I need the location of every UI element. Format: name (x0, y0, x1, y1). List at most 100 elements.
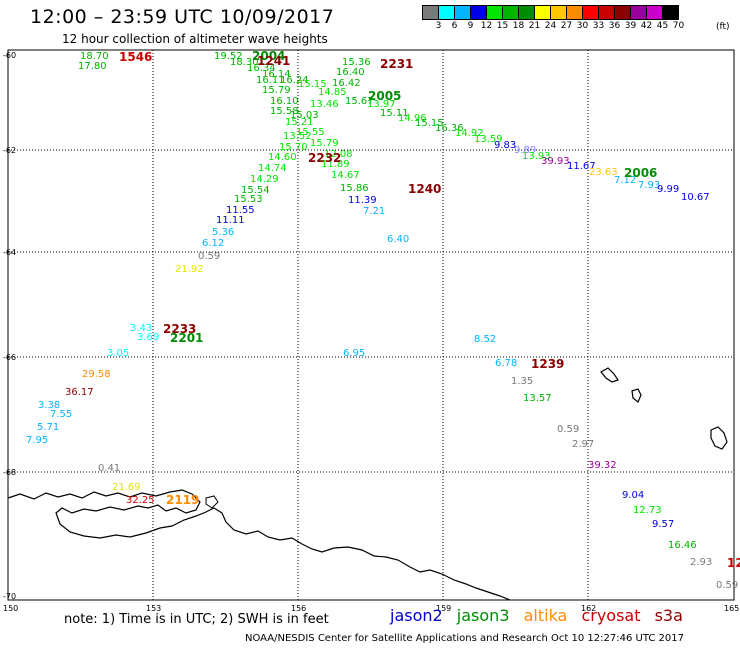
pass-time-label: 1239 (531, 357, 565, 371)
wave-height-value: 21.92 (175, 264, 204, 275)
wave-height-value: 13.52 (283, 131, 312, 142)
wave-height-value: 7.21 (363, 206, 386, 217)
color-scale-label: 30 (576, 21, 589, 31)
wave-height-value: 3.05 (107, 348, 130, 359)
wave-height-value: 3.69 (137, 332, 160, 343)
wave-height-value: 14.85 (318, 87, 347, 98)
wave-height-value: 11.39 (348, 195, 377, 206)
graticule (8, 50, 734, 600)
wave-height-value: 16.46 (668, 540, 697, 551)
wave-height-value: 6.95 (343, 348, 366, 359)
wave-height-value: 7.55 (50, 409, 73, 420)
wave-height-value: 9.89 (514, 145, 537, 156)
wave-height-value: 15.55 (296, 127, 325, 138)
color-scale-label: 6 (451, 21, 458, 31)
lon-label: 159 (436, 604, 452, 613)
legend-altika: altika (523, 606, 568, 625)
color-scale-label: 42 (640, 21, 653, 31)
pass-time-label: 1546 (119, 50, 153, 64)
color-scale-unit: (ft) (716, 22, 730, 32)
wave-height-value: 39.32 (588, 460, 617, 471)
color-scale-label: 45 (656, 21, 669, 31)
pass-time-label: 2201 (170, 331, 204, 345)
color-scale-cell (662, 5, 679, 20)
wave-height-value: 32.25 (126, 495, 155, 506)
wave-height-value: 13.59 (474, 134, 503, 145)
wave-height-value: 11.11 (216, 215, 245, 226)
wave-height-value: 15.11 (380, 108, 409, 119)
lat-label: -62 (3, 146, 17, 155)
lon-label: 153 (146, 604, 162, 613)
wave-height-value: 0.59 (716, 580, 739, 591)
lat-label: -70 (3, 592, 17, 601)
legend-s3a: s3a (654, 606, 683, 625)
lat-label: -68 (3, 468, 17, 477)
wave-height-value: 0.59 (198, 251, 221, 262)
pass-time-label: 2119 (166, 493, 200, 507)
wave-height-value: 2.97 (572, 439, 595, 450)
color-scale-bar (422, 5, 679, 20)
wave-height-value: 18.70 (80, 51, 109, 62)
color-scale-label: 33 (592, 21, 605, 31)
wave-height-value: 16.10 (270, 96, 299, 107)
wave-height-value: 12.08 (324, 149, 353, 160)
lat-label: -66 (3, 353, 17, 362)
wave-height-value: 15.67 (345, 96, 374, 107)
wave-height-value: 15.36 (342, 57, 371, 68)
wave-height-value: 15.53 (234, 194, 263, 205)
color-scale-label: 21 (528, 21, 541, 31)
wave-height-value: 14.92 (455, 128, 484, 139)
wave-height-value: 15.58 (270, 106, 299, 117)
wave-height-value: 0.41 (98, 463, 121, 474)
coastline (7, 489, 511, 601)
wave-height-value: 15.70 (279, 142, 308, 153)
color-scale-label: 9 (467, 21, 474, 31)
color-scale-labels: 3 6 9 12 15 18 21 24 27 30 33 36 39 42 45 70 (422, 21, 740, 35)
wave-height-value: 14.67 (331, 170, 360, 181)
color-scale-label: 3 (435, 21, 442, 31)
wave-height-value: 5.36 (212, 227, 235, 238)
lon-label: 165 (724, 604, 740, 613)
island-2 (631, 388, 642, 403)
pass-time-label: 12 (727, 556, 740, 570)
wave-height-value: 9.04 (622, 490, 645, 501)
footer-note: note: 1) Time is in UTC; 2) SWH is in fe… (64, 612, 329, 627)
wave-height-value: 14.96 (398, 113, 427, 124)
wave-height-value: 9.57 (652, 519, 675, 530)
island-1 (600, 367, 619, 383)
wave-height-value: 11.89 (321, 159, 350, 170)
wave-height-value: 19.52 (214, 51, 243, 62)
map-subtitle: 12 hour collection of altimeter wave hei… (62, 32, 328, 46)
wave-height-value: 1.35 (511, 376, 534, 387)
pass-time-label: 2231 (380, 57, 414, 71)
wave-height-value: 8.52 (474, 334, 497, 345)
wave-height-value: 14.29 (250, 174, 279, 185)
wave-height-value: 16.42 (332, 78, 361, 89)
wave-height-value: 7.93 (638, 180, 661, 191)
coastline-islet (205, 495, 219, 509)
wave-height-value: 11.55 (226, 205, 255, 216)
satellite-legend: jason2 jason3 altika cryosat s3a (390, 606, 692, 625)
color-scale-label: 18 (512, 21, 525, 31)
wave-height-value: 11.67 (567, 161, 596, 172)
lat-label: -64 (3, 248, 17, 257)
wave-height-value: 14.74 (258, 163, 287, 174)
wave-height-value: 39.93 (541, 156, 570, 167)
wave-height-value: 15.21 (285, 117, 314, 128)
color-scale-label: 70 (672, 21, 685, 31)
pass-time-label: 2233 (163, 322, 197, 336)
color-scale-label: 36 (608, 21, 621, 31)
wave-height-value: 36.17 (65, 387, 94, 398)
wave-height-value: 6.12 (202, 238, 225, 249)
wave-height-value: 13.93 (522, 151, 551, 162)
lon-label: 162 (581, 604, 597, 613)
wave-height-value: 16.14 (262, 69, 291, 80)
lat-label: -60 (3, 51, 17, 60)
wave-height-value: 15.79 (310, 138, 339, 149)
wave-height-value: 7.95 (26, 435, 49, 446)
wave-height-value: 7.12 (614, 175, 637, 186)
legend-cryosat: cryosat (581, 606, 641, 625)
wave-height-value: 2.93 (690, 557, 713, 568)
island-3 (710, 426, 728, 450)
